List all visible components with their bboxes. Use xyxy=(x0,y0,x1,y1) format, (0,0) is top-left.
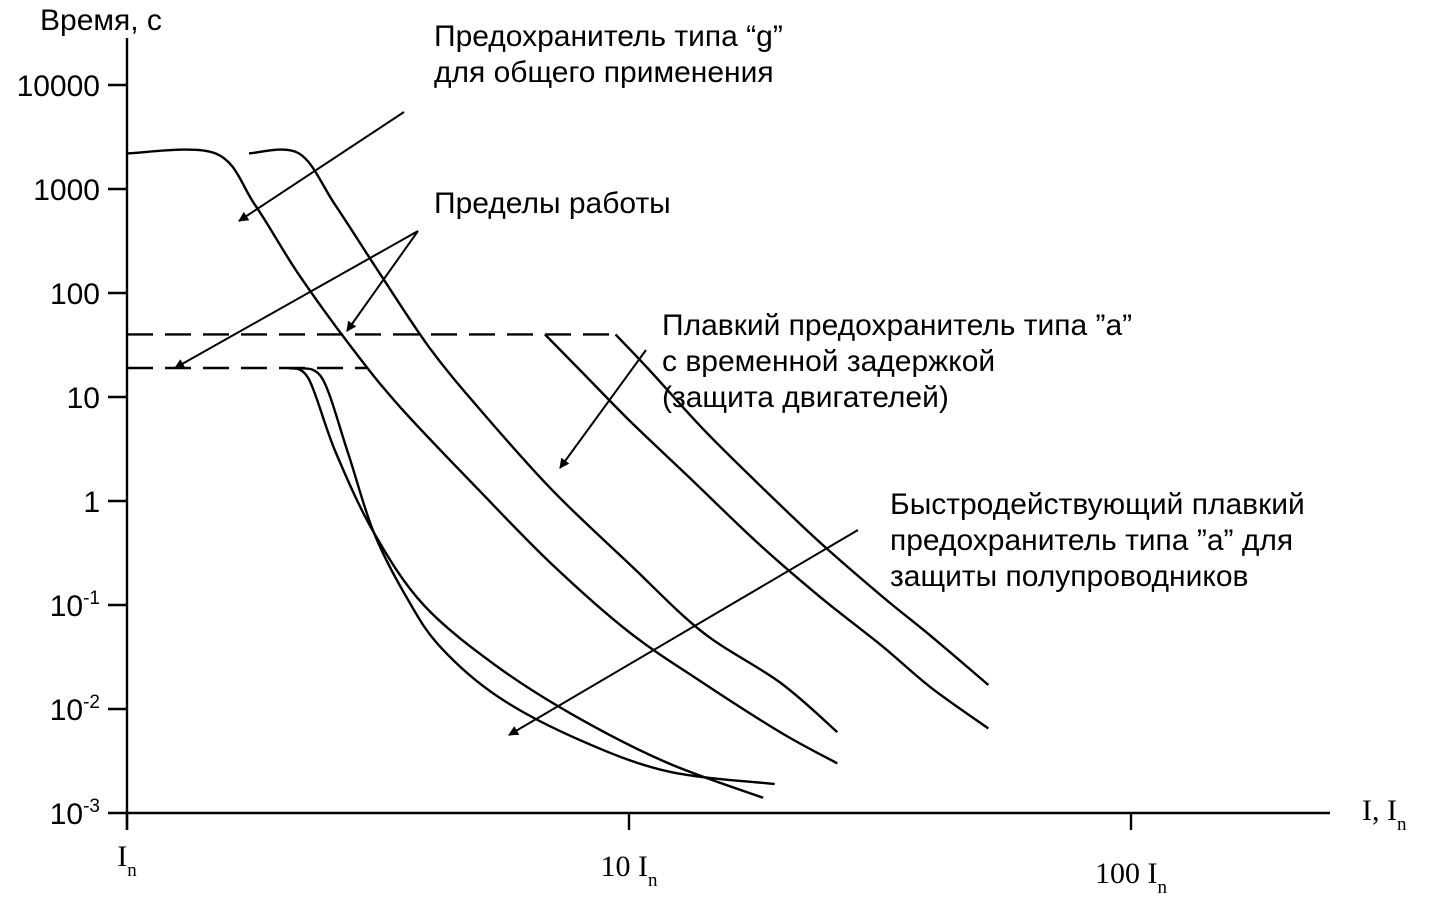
annotation-line: Пределы работы xyxy=(434,187,671,220)
annotation-2: Пределы работы xyxy=(434,187,671,220)
annotation-line: с временной задержкой xyxy=(662,345,995,378)
annotation-line: Плавкий предохранитель типа ”a” xyxy=(662,309,1132,342)
y-tick-label: 100 xyxy=(50,278,100,311)
pointer-motor-fuse xyxy=(560,350,646,468)
y-tick-label: 1 xyxy=(83,486,100,519)
y-tick-label: 10-3 xyxy=(50,796,100,831)
annotation-3: Плавкий предохранитель типа ”a” с временн… xyxy=(662,309,1132,414)
x-tick-label: In xyxy=(117,840,137,881)
y-axis-label: Время, с xyxy=(40,4,162,37)
x-tick-label: 100 In xyxy=(1095,857,1168,898)
pointer-g-fuse xyxy=(239,112,404,221)
x-tick-group: In 10 In 100 In xyxy=(117,813,1167,898)
series-group xyxy=(127,150,988,798)
x-tick-label: 10 In xyxy=(601,850,659,891)
annotation-line: (защита двигателей) xyxy=(662,381,949,414)
annotation-4: Быстродействующий плавкий предохранитель … xyxy=(890,488,1305,593)
y-tick-label: 10-1 xyxy=(50,588,100,623)
fuse-curve-2 xyxy=(249,150,837,733)
annotation-group: Предохранитель типа “g” для общего примен… xyxy=(434,20,1305,593)
pointer-limit-1 xyxy=(175,231,418,368)
annotation-line: защиты полупроводников xyxy=(890,560,1248,593)
y-tick-label: 10000 xyxy=(17,70,100,103)
annotation-line: Быстродействующий плавкий xyxy=(890,488,1305,521)
annotation-1: Предохранитель типа “g” для общего примен… xyxy=(434,20,783,89)
annotation-line: для общего применения xyxy=(434,56,774,89)
fuse-curve-7 xyxy=(289,368,763,798)
y-tick-group: 10000 1000 100 10 1 10-1 10-2 10-3 xyxy=(17,70,127,831)
y-tick-label: 1000 xyxy=(33,174,100,207)
y-tick-label: 10-2 xyxy=(50,692,100,727)
annotation-line: Предохранитель типа “g” xyxy=(434,20,783,53)
x-axis-label: I, In xyxy=(1362,794,1407,835)
annotation-line: предохранитель типа ”a” для xyxy=(890,524,1293,557)
y-tick-label: 10 xyxy=(67,382,100,415)
